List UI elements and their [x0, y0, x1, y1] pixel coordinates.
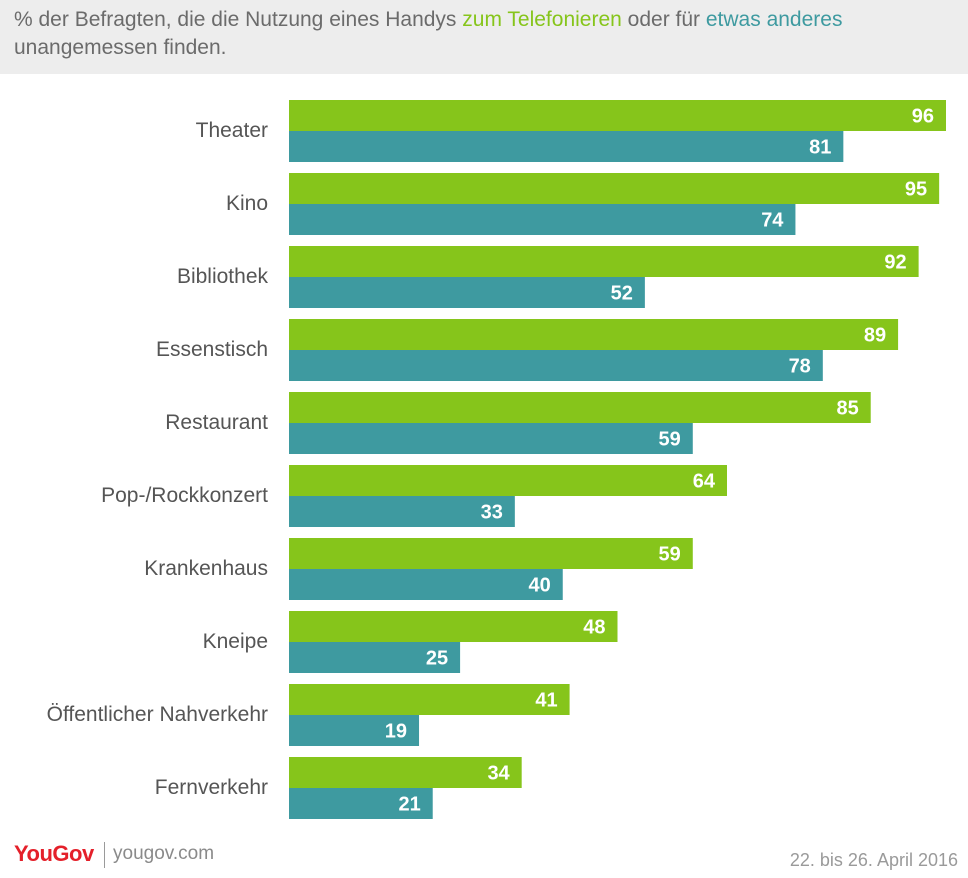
- bar-telefonieren: [289, 757, 522, 788]
- chart-header: % der Befragten, die die Nutzung eines H…: [0, 0, 968, 74]
- bar-value-label: 40: [529, 575, 551, 597]
- footer-divider: [104, 842, 105, 868]
- bar-value-label: 64: [693, 471, 716, 493]
- bar-anderes: [289, 131, 844, 162]
- category-label: Essenstisch: [156, 338, 268, 361]
- bar-anderes: [289, 423, 693, 454]
- footer-site[interactable]: yougov.com: [113, 843, 215, 864]
- category-label: Theater: [196, 119, 268, 142]
- yougov-logo: YouGov: [14, 841, 94, 866]
- bar-anderes: [289, 204, 796, 235]
- footer-date: 22. bis 26. April 2016: [789, 850, 958, 870]
- bar-value-label: 21: [398, 794, 420, 816]
- bar-value-label: 92: [884, 252, 906, 274]
- bar-telefonieren: [289, 246, 919, 277]
- bar-telefonieren: [289, 465, 727, 496]
- bar-value-label: 74: [761, 210, 784, 232]
- bar-anderes: [289, 788, 433, 819]
- bar-value-label: 48: [583, 617, 605, 639]
- bar-value-label: 85: [836, 398, 858, 420]
- bar-anderes: [289, 277, 645, 308]
- bar-value-label: 78: [789, 356, 811, 378]
- bar-telefonieren: [289, 611, 618, 642]
- bar-anderes: [289, 350, 823, 381]
- category-label: Fernverkehr: [155, 776, 268, 799]
- bar-value-label: 95: [905, 179, 927, 201]
- bar-anderes: [289, 715, 420, 746]
- bar-anderes: [289, 642, 461, 673]
- category-label: Bibliothek: [177, 265, 269, 288]
- category-label: Restaurant: [165, 411, 268, 434]
- bar-telefonieren: [289, 684, 570, 715]
- bar-value-label: 41: [535, 690, 557, 712]
- bar-telefonieren: [289, 392, 871, 423]
- chart-title: % der Befragten, die die Nutzung eines H…: [14, 8, 843, 59]
- category-label: Pop-/Rockkonzert: [101, 484, 268, 507]
- bar-value-label: 19: [385, 721, 407, 743]
- bar-value-label: 96: [912, 106, 934, 128]
- legend-telefonieren: zum Telefonieren: [462, 8, 622, 31]
- bar-value-label: 59: [659, 544, 681, 566]
- bar-telefonieren: [289, 100, 946, 131]
- bar-anderes: [289, 569, 563, 600]
- bar-value-label: 34: [487, 763, 510, 785]
- bar-value-label: 33: [481, 502, 503, 524]
- category-label: Kneipe: [203, 630, 268, 653]
- bar-value-label: 25: [426, 648, 448, 670]
- bar-telefonieren: [289, 538, 693, 569]
- category-label: Krankenhaus: [144, 557, 268, 580]
- bar-value-label: 59: [659, 429, 681, 451]
- category-label: Kino: [226, 192, 268, 215]
- bar-anderes: [289, 496, 515, 527]
- bar-telefonieren: [289, 319, 899, 350]
- legend-anderes: etwas anderes: [705, 8, 843, 31]
- category-label: Öffentlicher Nahverkehr: [47, 703, 268, 726]
- bar-value-label: 89: [864, 325, 886, 347]
- bar-value-label: 52: [611, 283, 633, 305]
- bar-telefonieren: [289, 173, 940, 204]
- bar-value-label: 81: [809, 137, 831, 159]
